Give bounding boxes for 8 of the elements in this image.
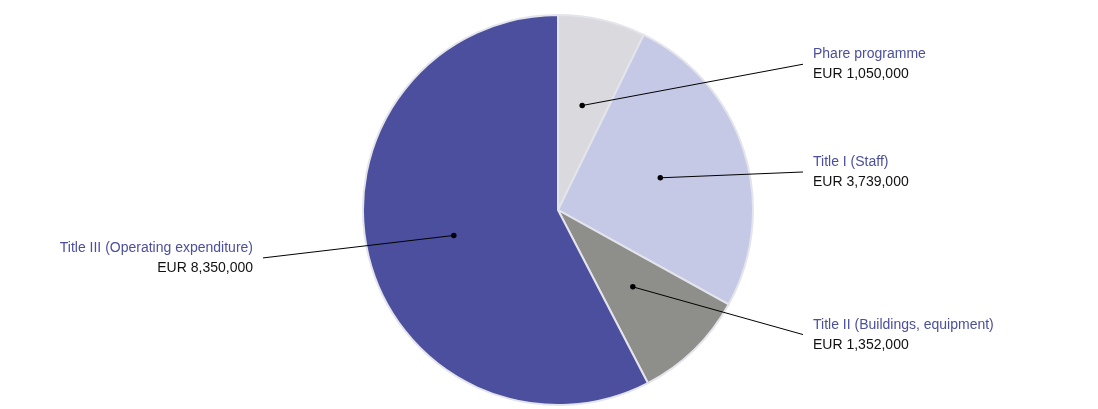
data-label: EUR 1,352,000 [813,335,909,352]
data-label: EUR 8,350,000 [157,258,254,275]
slice-label: Title III (Operating expenditure) [59,238,253,255]
data-label: EUR 1,050,000 [813,65,909,82]
slice-label: Title I (Staff) [813,152,889,169]
data-label: EUR 3,739,000 [813,172,909,189]
slice-label: Title II (Buildings, equipment) [813,315,994,332]
slice-label: Phare programme [813,45,927,62]
